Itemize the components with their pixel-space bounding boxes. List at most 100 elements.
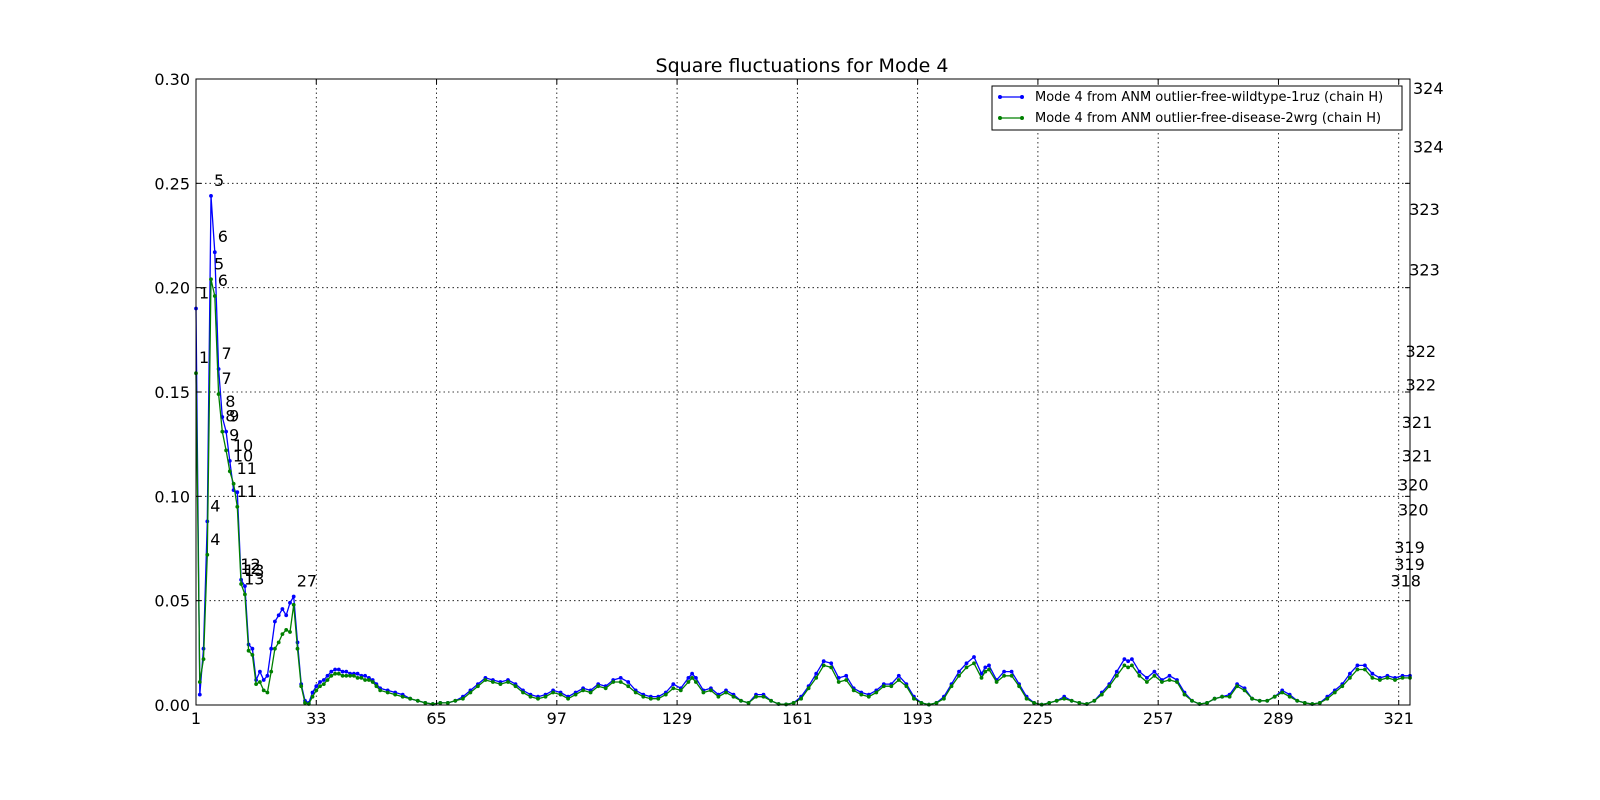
series-disease-point bbox=[348, 673, 352, 678]
point-annotation: 6 bbox=[218, 227, 228, 246]
series-wildtype-point bbox=[1002, 669, 1006, 674]
series-wildtype-point bbox=[829, 661, 834, 666]
series-disease-point bbox=[1069, 698, 1074, 703]
series-disease-point bbox=[344, 673, 349, 678]
series-disease-point bbox=[746, 701, 751, 705]
series-disease-point bbox=[618, 680, 623, 684]
series-disease-point bbox=[355, 676, 360, 680]
point-annotation: 5 bbox=[214, 254, 224, 273]
series-disease-point bbox=[321, 682, 326, 686]
series-disease-point bbox=[201, 657, 206, 661]
x-tick-label: 289 bbox=[1263, 709, 1294, 728]
series-wildtype-point bbox=[671, 682, 676, 686]
series-wildtype-point bbox=[1348, 671, 1352, 676]
series-disease-point bbox=[1009, 673, 1014, 678]
series-disease-point bbox=[874, 690, 879, 695]
series-disease-point bbox=[694, 680, 698, 684]
series-disease-point bbox=[1077, 701, 1082, 705]
y-tick-label: 0.15 bbox=[154, 383, 190, 402]
series-wildtype-point bbox=[250, 646, 255, 651]
series-disease-point bbox=[1272, 694, 1277, 699]
series-disease-point bbox=[461, 696, 465, 701]
series-disease-point bbox=[1122, 663, 1127, 668]
series-wildtype-point bbox=[983, 665, 988, 670]
series-disease-point bbox=[678, 688, 683, 693]
series-disease-point bbox=[1054, 698, 1059, 703]
series-disease-point bbox=[1002, 673, 1006, 678]
series-wildtype-point bbox=[1355, 663, 1360, 668]
series-disease-point bbox=[656, 696, 661, 701]
series-wildtype-point bbox=[821, 659, 826, 664]
series-disease-point bbox=[438, 701, 443, 705]
point-annotation: 320 bbox=[1398, 476, 1429, 495]
series-disease-point bbox=[1092, 698, 1097, 703]
point-annotation: 11 bbox=[237, 459, 257, 478]
series-disease-point bbox=[374, 684, 379, 689]
series-disease-point bbox=[881, 684, 886, 689]
point-annotation: 8 bbox=[225, 407, 235, 426]
point-annotation: 6 bbox=[218, 271, 228, 290]
series-wildtype-point bbox=[1114, 669, 1119, 674]
series-disease-point bbox=[754, 694, 758, 699]
series-disease-point bbox=[942, 696, 946, 701]
x-tick-label: 321 bbox=[1383, 709, 1414, 728]
series-wildtype-point bbox=[314, 684, 319, 689]
series-disease-point bbox=[385, 690, 390, 695]
series-wildtype-point bbox=[1009, 669, 1014, 674]
x-tick-label: 1 bbox=[191, 709, 201, 728]
y-tick-label: 0.30 bbox=[154, 70, 190, 89]
y-tick-label: 0.20 bbox=[154, 279, 190, 298]
series-wildtype-point bbox=[269, 646, 274, 651]
point-annotation: 323 bbox=[1409, 261, 1440, 280]
point-annotation: 322 bbox=[1405, 375, 1436, 394]
series-disease-point bbox=[934, 701, 939, 705]
chart-title: Square fluctuations for Mode 4 bbox=[656, 55, 949, 77]
point-annotation: 4 bbox=[210, 530, 220, 549]
point-annotation: 322 bbox=[1405, 342, 1436, 361]
series-disease-point bbox=[1220, 694, 1224, 699]
series-wildtype-point bbox=[896, 673, 901, 678]
series-disease-point bbox=[1126, 665, 1130, 670]
series-disease-point bbox=[1099, 692, 1104, 697]
series-disease-point bbox=[596, 684, 601, 689]
series-disease-point bbox=[291, 602, 296, 607]
series-disease-point bbox=[1325, 696, 1330, 701]
series-disease-point bbox=[378, 688, 383, 693]
point-annotation: 7 bbox=[222, 369, 232, 388]
series-disease-point bbox=[566, 696, 570, 701]
series-disease-point bbox=[1107, 684, 1112, 689]
series-disease-point bbox=[1340, 684, 1345, 689]
series-disease-point bbox=[295, 646, 300, 651]
series-disease-point bbox=[333, 671, 337, 676]
point-annotation: 321 bbox=[1402, 446, 1433, 465]
series-wildtype-point bbox=[325, 673, 330, 678]
point-annotation: 12 bbox=[240, 555, 260, 574]
series-disease-point bbox=[663, 692, 668, 697]
series-disease-point bbox=[1114, 673, 1119, 678]
series-disease-point bbox=[314, 688, 319, 693]
series-disease-point bbox=[318, 684, 322, 689]
series-disease-point bbox=[836, 680, 841, 684]
series-disease-point bbox=[1160, 680, 1164, 684]
point-annotation: 13 bbox=[244, 561, 264, 580]
series-disease-point bbox=[987, 667, 991, 672]
y-tick-label: 0.00 bbox=[154, 696, 190, 715]
series-disease-point bbox=[1355, 667, 1360, 672]
point-annotation: 1 bbox=[199, 348, 209, 367]
series-disease-line bbox=[195, 278, 1410, 706]
series-disease-point bbox=[1385, 676, 1390, 680]
series-wildtype-point bbox=[972, 655, 976, 659]
series-disease-point bbox=[370, 680, 375, 684]
series-disease-point bbox=[1295, 698, 1300, 703]
series-disease-point bbox=[250, 653, 255, 657]
series-wildtype-point bbox=[291, 594, 296, 599]
series-wildtype-point bbox=[957, 669, 961, 674]
legend-label-wildtype: Mode 4 from ANM outlier-free-wildtype-1r… bbox=[1035, 90, 1383, 105]
series-wildtype-point bbox=[1122, 657, 1127, 661]
series-disease-point bbox=[453, 698, 458, 703]
series-disease-point bbox=[724, 690, 728, 695]
series-wildtype-point bbox=[1126, 659, 1130, 664]
series-disease-point bbox=[415, 698, 420, 703]
series-wildtype-point bbox=[814, 671, 819, 676]
point-annotation: 323 bbox=[1409, 200, 1440, 219]
